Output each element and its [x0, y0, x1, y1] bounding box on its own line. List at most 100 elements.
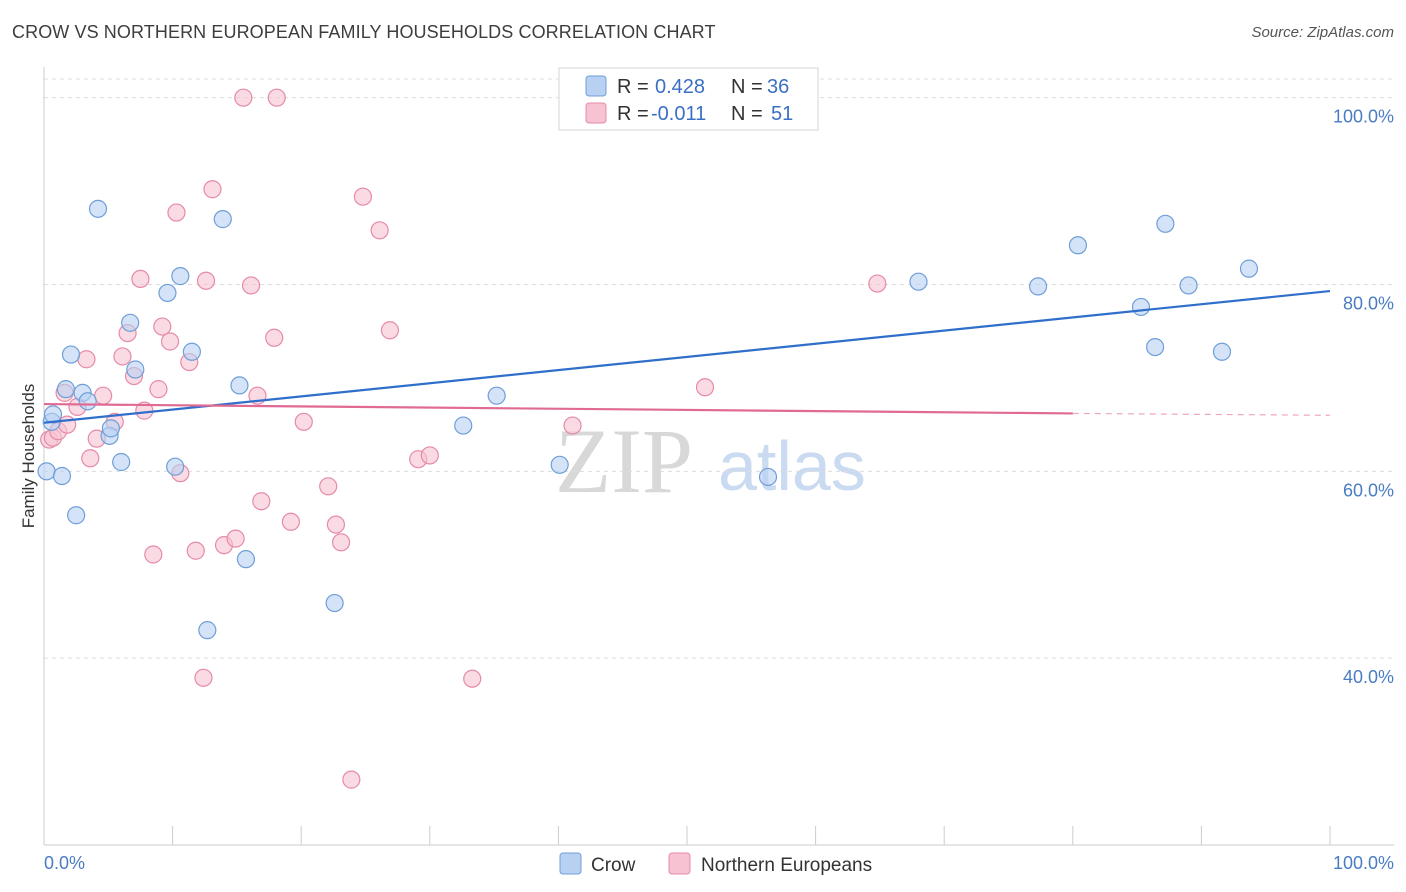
crow-point — [758, 467, 778, 487]
crow-point — [236, 550, 256, 569]
crow-point — [37, 462, 56, 481]
y-axis-label: Family Households — [19, 384, 38, 529]
legend-ne-n-label: N = — [731, 103, 763, 125]
ne-point — [167, 203, 186, 222]
source-label: Source: ZipAtlas.com — [1251, 24, 1394, 41]
crow-point — [182, 342, 201, 361]
ne-point — [186, 541, 205, 560]
y-tick-label: 80.0% — [1343, 294, 1394, 314]
ne-point — [380, 321, 400, 340]
y-tick-labels: 100.0% 80.0% 60.0% 40.0% — [1333, 107, 1394, 687]
legend-ne-swatch — [585, 102, 607, 124]
crow-point — [78, 392, 97, 411]
crow-point — [198, 621, 217, 640]
ne-point — [234, 88, 253, 107]
crow-point — [213, 210, 232, 229]
bottom-legend-crow-label: Crow — [591, 855, 636, 876]
crow-point — [88, 199, 108, 218]
legend-crow-r-label: R = — [617, 76, 649, 98]
crow-point — [101, 419, 120, 438]
ne-point — [226, 529, 245, 548]
crow-point — [1146, 338, 1165, 357]
northern-europeans-points — [40, 88, 887, 789]
ne-point — [294, 412, 313, 431]
x-tick-label-min: 0.0% — [44, 853, 85, 873]
crow-point — [67, 506, 86, 525]
bottom-legend-ne-label: Northern Europeans — [701, 855, 872, 876]
ne-point — [463, 669, 482, 688]
ne-point — [420, 446, 439, 465]
ne-point — [563, 416, 582, 435]
crow-point — [1179, 276, 1198, 295]
ne-trend-line-extension — [1072, 412, 1331, 416]
crow-point — [909, 272, 928, 291]
crow-point — [52, 466, 72, 486]
crow-point — [325, 593, 344, 613]
ne-point — [203, 180, 222, 199]
legend-crow-n-value: 36 — [767, 76, 789, 98]
crow-point — [1068, 236, 1088, 255]
ne-point — [160, 332, 180, 351]
crow-point — [550, 455, 569, 474]
y-tick-label: 100.0% — [1333, 107, 1394, 127]
legend-crow-swatch — [585, 75, 607, 97]
crow-point — [126, 360, 145, 379]
ne-point — [81, 449, 100, 468]
ne-point — [149, 380, 168, 399]
bottom-legend-ne-swatch — [668, 852, 691, 875]
crow-point — [121, 313, 140, 332]
ne-point — [113, 347, 132, 366]
ne-point — [194, 668, 213, 687]
ne-point — [281, 512, 301, 531]
crow-point — [1156, 214, 1175, 233]
ne-point — [252, 492, 271, 511]
ne-point — [370, 221, 389, 240]
ne-point — [868, 274, 887, 293]
trend-lines — [43, 289, 1331, 424]
crow-point — [56, 380, 75, 399]
ne-point — [265, 328, 284, 347]
watermark-atlas: atlas — [718, 427, 866, 505]
crow-point — [61, 345, 81, 364]
crow-point — [166, 457, 185, 476]
crow-point — [1239, 259, 1259, 278]
y-tick-label: 60.0% — [1343, 480, 1394, 500]
bottom-legend: Crow Northern Europeans — [559, 852, 872, 876]
crow-point — [487, 386, 506, 405]
gridlines — [44, 78, 1394, 659]
ne-point — [319, 477, 338, 496]
crow-point — [112, 452, 131, 472]
crow-point — [158, 283, 177, 303]
ne-point — [94, 386, 113, 405]
legend-ne-r-label: R = — [617, 103, 649, 125]
ne-point — [695, 378, 715, 397]
ne-point — [153, 317, 172, 336]
ne-point — [353, 187, 373, 206]
legend-ne-r-value: -0.011 — [651, 103, 706, 125]
ne-point — [196, 271, 216, 290]
y-tick-label: 40.0% — [1343, 667, 1394, 687]
ne-point — [326, 515, 346, 534]
ne-point — [77, 350, 96, 369]
ne-point — [342, 770, 361, 789]
legend: R = 0.428 N = 36 R = -0.011 N = 51 — [558, 67, 819, 131]
bottom-legend-crow-swatch — [559, 852, 582, 875]
ne-point — [241, 276, 261, 295]
axes — [43, 67, 1394, 846]
ne-trend-line — [43, 402, 1073, 415]
chart-title: CROW VS NORTHERN EUROPEAN FAMILY HOUSEHO… — [12, 22, 716, 42]
crow-point — [1028, 277, 1048, 296]
crow-trend-line — [43, 289, 1331, 424]
ne-point — [267, 88, 286, 107]
ne-point — [331, 533, 351, 552]
crow-point — [1212, 342, 1232, 361]
ne-point — [131, 269, 150, 289]
crow-point — [230, 376, 249, 395]
crow-point — [454, 416, 473, 435]
x-tick-label-max: 100.0% — [1333, 853, 1394, 873]
crow-point — [171, 267, 190, 286]
ne-point — [144, 545, 163, 564]
legend-ne-n-value: 51 — [771, 103, 793, 125]
legend-crow-n-label: N = — [731, 76, 763, 98]
